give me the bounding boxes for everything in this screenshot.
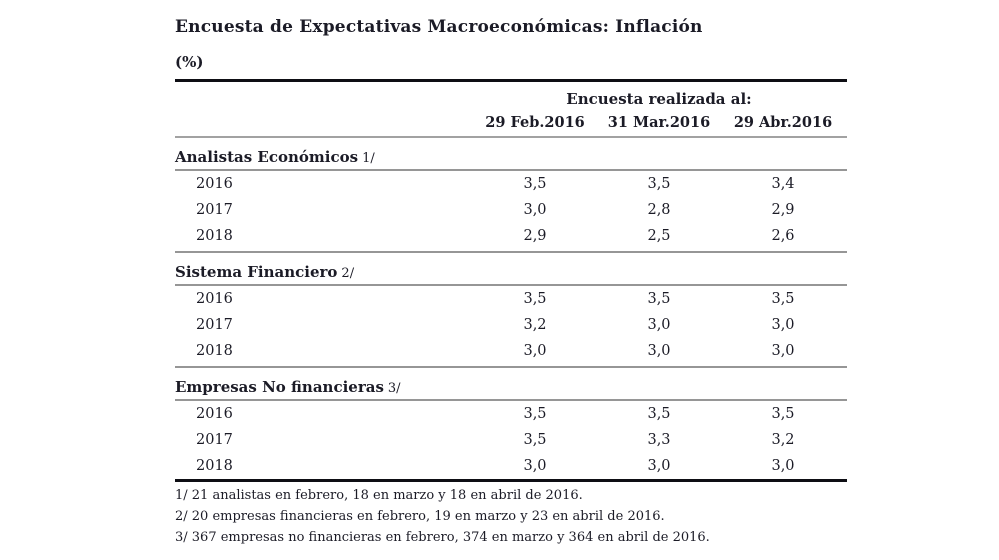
- row-year: 2016: [196, 176, 233, 192]
- section-label: Sistema Financiero: [175, 263, 338, 281]
- footnote-marker: 3/: [387, 381, 401, 396]
- footnote-2: 2/ 20 empresas financieras en febrero, 1…: [175, 509, 665, 524]
- footnote-marker: 1/: [362, 151, 375, 166]
- bottom-rule: [175, 479, 847, 482]
- header-rule: [175, 136, 847, 138]
- section-empresas-no-financieras: Empresas No financieras 3/ 2016 3,5 3,5 3…: [175, 368, 847, 479]
- column-headers-row: 29 Feb.2016 31 Mar.2016 29 Abr.2016: [175, 109, 847, 136]
- row-year: 2018: [196, 458, 233, 474]
- table-row: 2018 3,0 3,0 3,0: [175, 453, 847, 479]
- cell-value: 3,5: [523, 291, 547, 307]
- section-sistema-financiero: Sistema Financiero 2/ 2016 3,5 3,5 3,5 20…: [175, 253, 847, 368]
- section-header: Analistas Económicos 1/: [175, 138, 847, 171]
- table-row: 2017 3,5 3,3 3,2: [175, 427, 847, 453]
- footnote-3: 3/ 367 empresas no financieras en febrer…: [175, 530, 710, 545]
- cell-value: 3,2: [523, 317, 547, 333]
- table-row: 2018 3,0 3,0 3,0: [175, 338, 847, 364]
- cell-value: 3,0: [771, 343, 795, 359]
- row-year: 2018: [196, 228, 233, 244]
- cell-value: 3,5: [523, 176, 547, 192]
- section-header: Empresas No financieras 3/: [175, 368, 847, 401]
- cell-value: 2,9: [523, 228, 547, 244]
- cell-value: 3,0: [771, 317, 795, 333]
- cell-value: 2,8: [647, 202, 671, 218]
- row-year: 2016: [196, 291, 233, 307]
- column-header-feb: 29 Feb.2016: [485, 114, 585, 131]
- column-header-abr: 29 Abr.2016: [733, 114, 833, 131]
- expectations-table: Encuesta realizada al: 29 Feb.2016 31 Ma…: [175, 79, 847, 482]
- cell-value: 3,2: [771, 432, 795, 448]
- footnote-1: 1/ 21 analistas en febrero, 18 en marzo …: [175, 488, 583, 503]
- cell-value: 3,0: [523, 343, 547, 359]
- footnotes: 1/ 21 analistas en febrero, 18 en marzo …: [175, 485, 847, 548]
- cell-value: 3,0: [647, 343, 671, 359]
- cell-value: 3,4: [771, 176, 795, 192]
- cell-value: 3,3: [647, 432, 671, 448]
- section-header: Sistema Financiero 2/: [175, 253, 847, 286]
- table-row: 2017 3,2 3,0 3,0: [175, 312, 847, 338]
- table-row: 2016 3,5 3,5 3,5: [175, 286, 847, 312]
- document-page: Encuesta de Expectativas Macroeconómicas…: [175, 16, 847, 548]
- row-year: 2017: [196, 202, 233, 218]
- row-year: 2016: [196, 406, 233, 422]
- cell-value: 3,5: [523, 432, 547, 448]
- top-rule: [175, 79, 847, 82]
- cell-value: 3,5: [523, 406, 547, 422]
- table-row: 2016 3,5 3,5 3,4: [175, 171, 847, 197]
- cell-value: 3,0: [523, 202, 547, 218]
- section-label: Empresas No financieras: [175, 378, 384, 396]
- footnote-marker: 2/: [341, 266, 355, 281]
- cell-value: 3,0: [647, 317, 671, 333]
- table-row: 2017 3,0 2,8 2,9: [175, 197, 847, 223]
- cell-value: 3,0: [771, 458, 795, 474]
- cell-value: 3,5: [647, 176, 671, 192]
- section-label: Analistas Económicos: [175, 148, 359, 166]
- row-year: 2017: [196, 432, 233, 448]
- cell-value: 3,5: [647, 291, 671, 307]
- cell-value: 2,9: [771, 202, 795, 218]
- cell-value: 2,5: [647, 228, 671, 244]
- cell-value: 3,5: [647, 406, 671, 422]
- column-header-mar: 31 Mar.2016: [607, 114, 711, 131]
- survey-date-group-label: Encuesta realizada al:: [566, 90, 752, 108]
- page-title: Encuesta de Expectativas Macroeconómicas…: [175, 17, 703, 37]
- cell-value: 3,0: [523, 458, 547, 474]
- row-year: 2017: [196, 317, 233, 333]
- cell-value: 2,6: [771, 228, 795, 244]
- cell-value: 3,5: [771, 291, 795, 307]
- cell-value: 3,0: [647, 458, 671, 474]
- page-subtitle: (%): [175, 53, 204, 71]
- table-row: 2018 2,9 2,5 2,6: [175, 223, 847, 249]
- table-row: 2016 3,5 3,5 3,5: [175, 401, 847, 427]
- row-year: 2018: [196, 343, 233, 359]
- section-analistas-economicos: Analistas Económicos 1/ 2016 3,5 3,5 3,4 …: [175, 138, 847, 253]
- survey-date-group-row: Encuesta realizada al:: [175, 82, 847, 109]
- cell-value: 3,5: [771, 406, 795, 422]
